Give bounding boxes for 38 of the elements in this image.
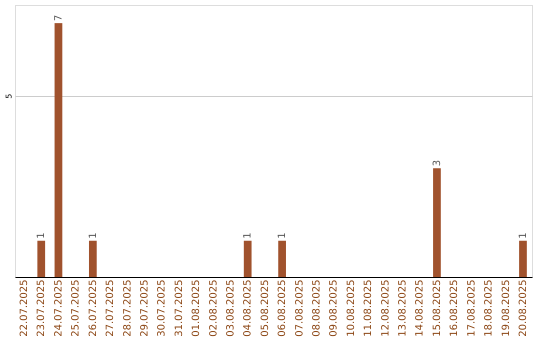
x-tick-label: 19.08.2025 (500, 280, 512, 337)
x-tick-label: 23.07.2025 (36, 280, 48, 337)
x-tick-label: 15.08.2025 (432, 280, 443, 337)
x-tick-label: 08.08.2025 (312, 280, 323, 337)
x-tick-label: 29.07.2025 (139, 280, 150, 337)
data-label: 1 (518, 232, 529, 239)
x-tick-label: 18.08.2025 (484, 280, 495, 337)
x-tick-label: 25.07.2025 (70, 280, 82, 337)
x-tick-label: 06.08.2025 (277, 280, 288, 337)
data-label: 1 (36, 232, 48, 239)
x-tick-label: 11.08.2025 (363, 280, 374, 337)
data-label: 3 (432, 160, 443, 166)
x-tick-label: 28.07.2025 (122, 280, 134, 337)
data-label: 1 (88, 232, 99, 239)
y-tick-label: 5 (4, 94, 14, 99)
x-tick-label: 30.07.2025 (156, 280, 168, 337)
x-tick-label: 12.08.2025 (380, 280, 392, 337)
x-tick-label: 13.08.2025 (398, 280, 409, 337)
x-tick-label: 02.08.2025 (208, 280, 220, 337)
x-tick-label: 07.08.2025 (294, 280, 306, 337)
x-tick-label: 01.08.2025 (191, 280, 202, 337)
x-tick-label: 24.07.2025 (53, 280, 64, 337)
x-tick-label: 27.07.2025 (105, 280, 116, 337)
x-tick-label: 26.07.2025 (88, 280, 99, 337)
x-tick-label: 20.08.2025 (518, 280, 529, 337)
x-tick-label: 10.08.2025 (346, 280, 357, 337)
x-tick-label: 03.08.2025 (225, 280, 236, 337)
data-label: 7 (53, 14, 64, 22)
x-tick-label: 04.08.2025 (242, 280, 254, 337)
x-tick-label: 22.07.2025 (19, 280, 30, 337)
x-tick-label: 14.08.2025 (414, 280, 426, 337)
x-tick-label: 17.08.2025 (466, 280, 478, 337)
x-tick-label: 05.08.2025 (260, 280, 271, 337)
data-label: 1 (277, 232, 288, 239)
x-tick-label: 09.08.2025 (328, 280, 340, 337)
x-tick-label: 16.08.2025 (449, 280, 460, 337)
data-label: 1 (242, 232, 254, 239)
x-tick-label: 31.07.2025 (174, 280, 185, 337)
